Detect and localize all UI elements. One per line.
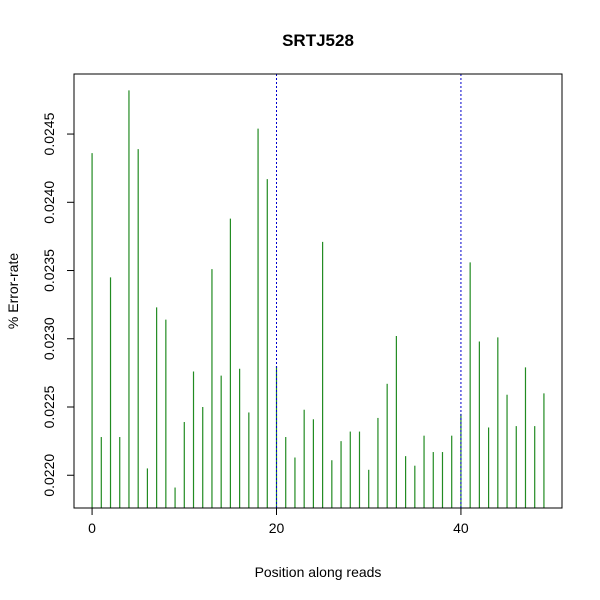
y-tick-label-2: 0.0230 [41,317,57,360]
y-axis-title: % Error-rate [5,253,21,329]
x-tick-label-40: 40 [453,520,469,536]
y-tick-label-0: 0.0220 [41,454,57,497]
y-tick-label-5: 0.0245 [41,112,57,155]
y-tick-label-3: 0.0235 [41,249,57,292]
chart-title: SRTJ528 [282,31,354,50]
y-tick-label-1: 0.0225 [41,385,57,428]
x-axis-title: Position along reads [255,564,382,580]
x-tick-label-20: 20 [269,520,285,536]
plot-area: 0 20 40 0.0220 0.0225 0.0230 0.0235 0.0240 0.024… [41,73,563,536]
plot-frame [73,73,563,509]
y-tick-label-4: 0.0240 [41,181,57,224]
x-tick-label-0: 0 [88,520,96,536]
